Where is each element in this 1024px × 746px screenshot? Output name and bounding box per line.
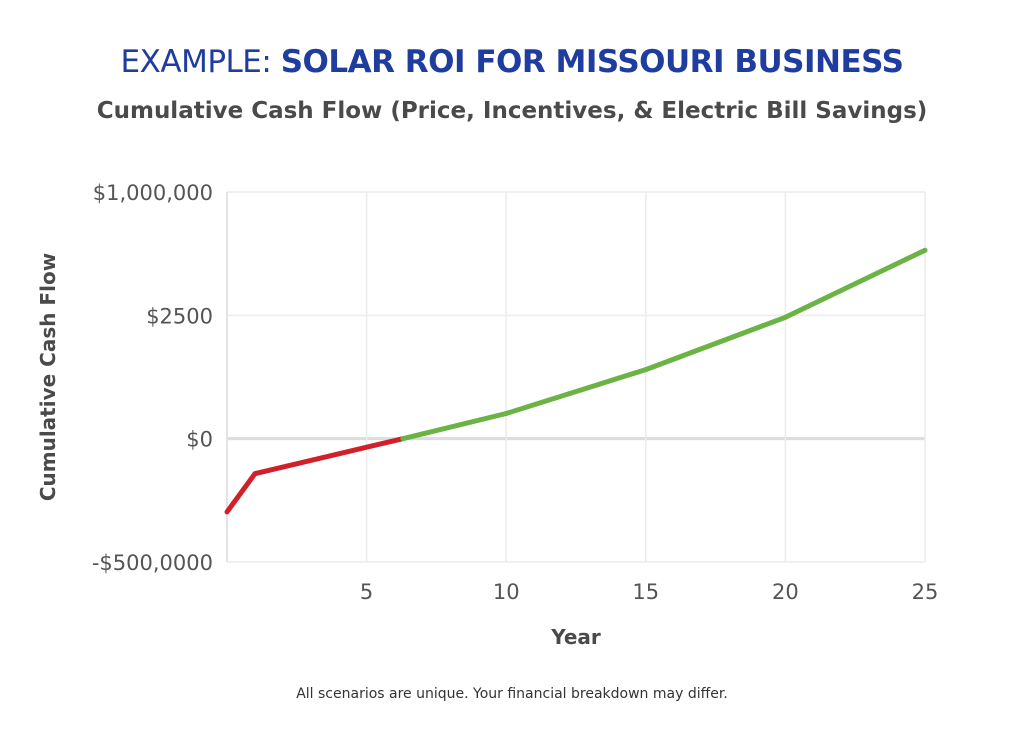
x-axis-label: Year xyxy=(550,625,601,649)
x-tick-label: 5 xyxy=(360,580,373,604)
x-tick-label: 25 xyxy=(912,580,939,604)
y-tick-label: $2500 xyxy=(146,304,213,328)
chart-title: EXAMPLE: SOLAR ROI FOR MISSOURI BUSINESS xyxy=(0,44,1024,80)
chart-subtitle: Cumulative Cash Flow (Price, Incentives,… xyxy=(96,98,928,124)
line-segment-negative xyxy=(252,436,406,477)
line-segment-positive xyxy=(782,247,928,320)
title-bold: SOLAR ROI FOR MISSOURI BUSINESS xyxy=(280,44,904,80)
y-tick-label: $1,000,000 xyxy=(93,181,213,205)
x-tick-label: 15 xyxy=(632,580,659,604)
line-segment-negative xyxy=(224,471,258,515)
title-prefix: EXAMPLE: xyxy=(120,44,281,80)
line-segment-positive xyxy=(643,314,788,373)
y-tick-label: $0 xyxy=(186,428,213,452)
x-tick-label: 20 xyxy=(772,580,799,604)
y-axis-label: Cumulative Cash Flow xyxy=(36,253,60,501)
y-tick-label: -$500,0000 xyxy=(92,551,213,575)
line-segment-positive xyxy=(503,367,649,417)
footnote: All scenarios are unique. Your financial… xyxy=(296,686,728,702)
x-tick-label: 10 xyxy=(493,580,520,604)
line-segment-positive xyxy=(400,411,509,442)
